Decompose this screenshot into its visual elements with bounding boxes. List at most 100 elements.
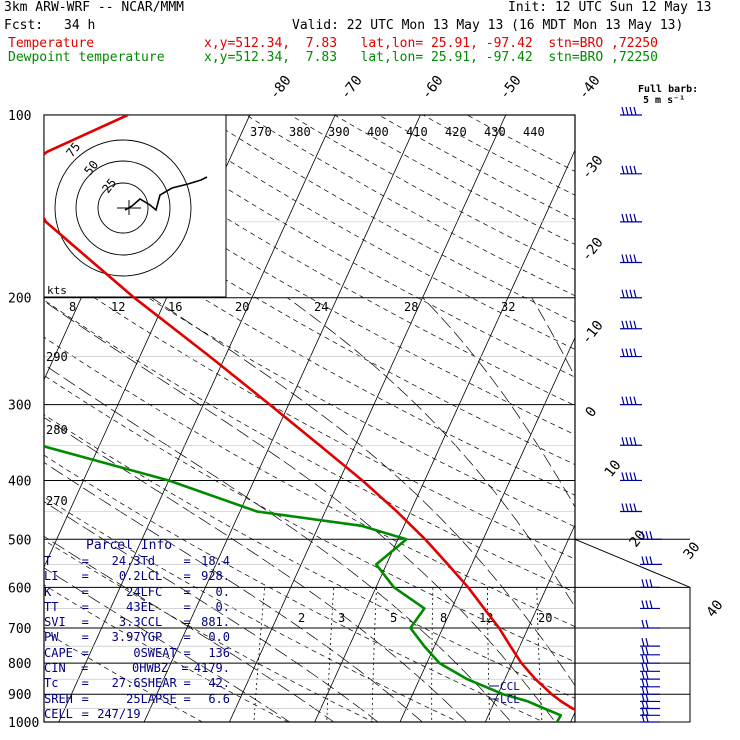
wind-barb: [640, 556, 662, 566]
theta-e-label: 420: [445, 125, 467, 139]
wind-barb-flag: [633, 348, 637, 357]
theta-e-label: 440: [523, 125, 545, 139]
wind-barb-flag: [625, 165, 629, 174]
hodograph-units: kts: [47, 284, 67, 297]
parcel-param-value: 0.: [215, 599, 230, 614]
isotherm-line: [650, 87, 740, 735]
mixing-ratio-label: 2: [298, 611, 305, 625]
dry-adiabat: [44, 228, 575, 528]
wind-barb-flag: [629, 396, 633, 405]
wind-barb: [620, 320, 642, 330]
parcel-param-equals: =: [81, 584, 89, 599]
wind-barb-flag: [625, 320, 629, 329]
wind-barb-flag: [625, 503, 629, 512]
parcel-param-value: [196, 707, 230, 722]
parcel-info-row: LI = 0.2 LCL = 928.: [44, 569, 230, 584]
wind-barb-flag: [629, 165, 633, 174]
isotherm-label: -50: [497, 73, 525, 103]
wind-barb-flag: [629, 503, 633, 512]
parcel-param-name: TT: [44, 599, 59, 614]
wind-barb-flag: [633, 254, 637, 263]
parcel-info-row: TT = 43 EL = 0.: [44, 600, 230, 615]
wind-barb-flag: [645, 655, 649, 664]
mixing-ratio-label: 8: [440, 611, 447, 625]
parcel-param-name: CIN: [44, 661, 66, 676]
wind-barb-flag: [629, 472, 633, 481]
wind-barb: [640, 655, 660, 664]
parcel-param-value: 0: [133, 645, 141, 660]
isotherm-label: -30: [579, 153, 607, 183]
dry-adiabat: [44, 414, 575, 699]
moist-adiabat: [44, 417, 468, 722]
init-time: Init: 12 UTC Sun 12 May 13: [508, 0, 712, 15]
parcel-info-row: PW = 3.97 YGP = 0.0: [44, 630, 230, 645]
theta-e-label: 400: [367, 125, 389, 139]
wind-barb-flag: [629, 437, 633, 446]
mixing-ratio-label: 5: [390, 611, 397, 625]
wind-barb-flag: [625, 348, 629, 357]
dry-adiabat: [44, 263, 575, 560]
parcel-param-name: LI: [44, 569, 59, 584]
moist-adiabat: [422, 297, 575, 508]
wind-barb-flag: [621, 320, 625, 329]
wind-barb: [620, 254, 642, 264]
parcel-param-value: 3.97: [111, 630, 141, 645]
parcel-info-panel: Parcel Info T = 24.3 Td = 18.4 LI = 0.2 LCL = 928. K…: [44, 538, 230, 722]
moist-adiabat: [44, 300, 556, 722]
parcel-param-equals: =: [81, 645, 89, 660]
wind-barb-flag: [621, 289, 625, 298]
mixing-ratio-label: 3: [338, 611, 345, 625]
parcel-param-value: 6.6: [208, 691, 230, 706]
parcel-param-name: Td: [140, 554, 156, 568]
dry-adiabat: [201, 115, 575, 323]
wind-barb: [640, 671, 660, 680]
pressure-tick-label: 800: [8, 657, 31, 672]
parcel-param-equals: =: [81, 676, 89, 691]
parcel-param-value: 0.0: [208, 630, 230, 645]
parcel-param-equals: =: [183, 691, 191, 706]
isotherm-label: 40: [704, 597, 727, 620]
wind-barb-flag: [641, 556, 645, 565]
mixing-ratio-label: 24: [314, 300, 328, 314]
wind-barb: [640, 678, 660, 688]
parcel-param-name: CAPE: [44, 645, 73, 660]
wind-barb-flag: [621, 437, 625, 446]
wind-barb-flag: [633, 396, 637, 405]
wind-barb: [620, 437, 642, 446]
parcel-param-equals: =: [183, 569, 191, 584]
parcel-param-name: CCL: [140, 615, 163, 630]
dry-adiabat: [44, 160, 575, 465]
parcel-info-row: SREH = 25 LAPSE = 6.6: [44, 692, 230, 707]
wind-barb-flag: [625, 289, 629, 298]
wind-barb-flag: [621, 472, 625, 481]
moist-adiabat: [44, 364, 512, 722]
pressure-tick-label: 700: [8, 622, 31, 637]
wind-barb-flag: [645, 556, 649, 565]
parcel-param-equals: =: [181, 661, 189, 676]
pressure-tick-label: 500: [8, 533, 31, 548]
isotherm-line: [143, 115, 421, 722]
moist-adiabat: [44, 567, 291, 722]
wind-barb-flag: [641, 619, 645, 629]
parcel-param-value: 136: [208, 645, 230, 660]
parcel-param-equals: [184, 707, 197, 722]
parcel-param-value: 42.: [208, 676, 230, 691]
parcel-info-row: CELL = 247/19: [44, 707, 230, 722]
dry-adiabat: [289, 115, 575, 271]
mixing-ratio-label: 12: [111, 300, 125, 314]
wind-barb-flag: [633, 165, 637, 174]
wind-barb-flag: [641, 600, 645, 609]
wind-barb-flag: [645, 638, 649, 647]
pressure-tick-label: 900: [8, 688, 31, 703]
moist-adiabats: [44, 297, 575, 722]
moist-adiabat: [287, 297, 575, 608]
moist-adiabat: [531, 297, 575, 378]
temperature-curve: [44, 115, 575, 711]
mixing-ratio-line: [326, 587, 335, 722]
parcel-param-name: T: [44, 554, 52, 568]
theta-e-label: 430: [484, 125, 506, 139]
wind-barb-flag: [625, 213, 629, 223]
barb-key-label: Full barb:: [638, 84, 698, 95]
parcel-param-value: 0.: [215, 584, 230, 599]
parcel-param-equals: =: [81, 599, 89, 614]
